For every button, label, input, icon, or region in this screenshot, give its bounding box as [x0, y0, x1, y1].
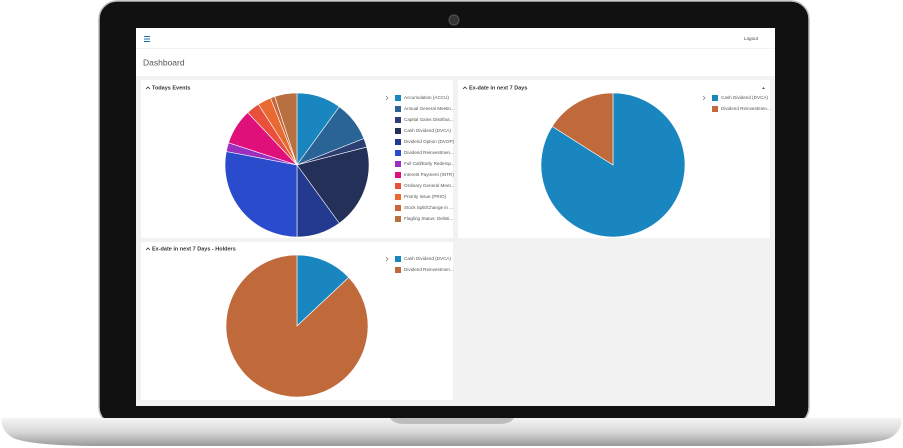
- legend-swatch: [395, 117, 401, 123]
- top-nav: [136, 28, 775, 48]
- legend-swatch: [395, 256, 401, 262]
- legend-swatch: [395, 172, 401, 178]
- legend-label: Cash Dividend (DVCA): [721, 95, 768, 100]
- legend-swatch: [395, 216, 401, 222]
- pie-slice: [274, 92, 298, 166]
- menu-button[interactable]: [144, 36, 150, 42]
- laptop-base: [1, 418, 902, 446]
- legend-swatch: [712, 95, 718, 101]
- legend-swatch: [395, 95, 401, 101]
- legend-label: Cash Dividend (DVCA): [404, 128, 451, 133]
- panel-title: Ex-date in next 7 Days - Holders: [152, 246, 236, 252]
- legend-swatch: [712, 106, 718, 112]
- pie-slice: [296, 254, 350, 327]
- legend-swatch: [395, 128, 401, 134]
- scroll-up[interactable]: [762, 87, 765, 89]
- legend-label: Interest Payment (INTR): [404, 172, 454, 177]
- legend-nav[interactable]: [385, 256, 389, 262]
- legend-swatch: [395, 150, 401, 156]
- legend-label: Accumulation (ACCU): [404, 95, 449, 100]
- pie-slice: [551, 92, 614, 166]
- legend-swatch: [395, 267, 401, 273]
- legend-label: Dividend Option (DVOP): [404, 139, 455, 144]
- legend-label: Dividend Reinvestmen...: [721, 106, 771, 111]
- pie-slice: [224, 151, 298, 238]
- legend-label: Cash Dividend (DVCA): [404, 256, 451, 261]
- legend-swatch: [395, 194, 401, 200]
- legend-swatch: [395, 161, 401, 167]
- legend-label: Capital Gains Distribut...: [404, 117, 454, 122]
- legend-label: Priority Issue (PRIO): [404, 194, 447, 199]
- legend-swatch: [395, 106, 401, 112]
- panel-title: Ex-date in next 7 Days: [469, 85, 527, 91]
- panel-title: Todays Events: [152, 85, 190, 91]
- collapse-icon[interactable]: [145, 247, 151, 251]
- legend-label: Dividend Reinvestmen...: [404, 150, 454, 155]
- pie-slice: [225, 254, 369, 398]
- legend-nav[interactable]: [385, 95, 389, 101]
- legend-label: Flagling Status: Delisti...: [404, 216, 453, 221]
- laptop-notch: [390, 418, 514, 424]
- legend-label: Full Call/Early Redemp...: [404, 161, 455, 166]
- page-header: [136, 49, 775, 76]
- legend-label: Annual General Meetin...: [404, 106, 455, 111]
- legend-nav[interactable]: [702, 95, 706, 101]
- legend-label: Ordinary General Meet...: [404, 183, 455, 188]
- camera: [448, 14, 460, 26]
- collapse-icon[interactable]: [462, 86, 468, 90]
- logout-link[interactable]: Logout: [744, 36, 759, 41]
- page-title: Dashboard: [143, 57, 185, 67]
- legend-swatch: [395, 183, 401, 189]
- pie-slice: [296, 146, 370, 224]
- legend-swatch: [395, 139, 401, 145]
- legend-swatch: [395, 205, 401, 211]
- collapse-icon[interactable]: [145, 86, 151, 90]
- legend-label: Stock Split/Change in ...: [404, 205, 453, 210]
- legend-label: Dividend Reinvestmen...: [404, 267, 454, 272]
